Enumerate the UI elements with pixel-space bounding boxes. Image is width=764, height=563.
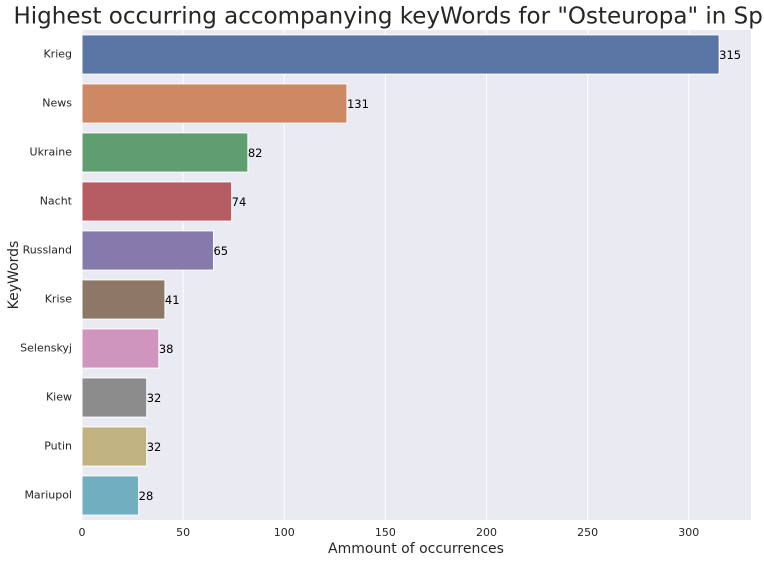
value-label: 131: [347, 97, 369, 111]
bar: [81, 426, 148, 467]
x-tick-label: 100: [274, 526, 295, 539]
chart-title: Highest occurring accompanying keyWords …: [13, 4, 764, 30]
y-tick-label: News: [42, 97, 72, 110]
y-tick-label: Selenskyj: [20, 342, 72, 355]
value-label: 82: [248, 146, 263, 160]
value-label: 38: [159, 342, 174, 356]
value-label: 32: [147, 440, 162, 454]
y-tick-label: Russland: [23, 244, 72, 257]
x-tick-label: 200: [476, 526, 497, 539]
x-tick-label: 300: [678, 526, 699, 539]
y-tick-label: Ukraine: [30, 146, 73, 159]
x-tick-label: 0: [79, 526, 86, 539]
x-tick-label: 50: [176, 526, 190, 539]
bar: [81, 328, 160, 369]
x-tick-label: 150: [375, 526, 396, 539]
y-tick-label: Krise: [45, 293, 73, 306]
bar: [81, 181, 233, 222]
value-label: 65: [213, 244, 228, 258]
bar: [81, 34, 720, 75]
value-label: 32: [147, 391, 162, 405]
bar: [81, 475, 140, 516]
value-label: 74: [232, 195, 247, 209]
y-axis-label: KeyWords: [6, 241, 22, 310]
value-label: 41: [165, 293, 180, 307]
x-axis-label: Ammount of occurrences: [328, 541, 504, 557]
y-tick-label: Putin: [44, 440, 72, 453]
x-tick-label: 250: [577, 526, 598, 539]
y-tick-label: Kiew: [46, 391, 72, 404]
y-tick-label: Nacht: [40, 195, 73, 208]
y-tick-label: Krieg: [43, 48, 72, 61]
bar: [81, 132, 249, 173]
bar: [81, 377, 148, 418]
y-tick-label: Mariupol: [24, 489, 72, 502]
bar: [81, 230, 214, 271]
bar: [81, 279, 166, 320]
value-label: 28: [139, 489, 154, 503]
bar: [81, 83, 348, 124]
value-label: 315: [719, 48, 741, 62]
